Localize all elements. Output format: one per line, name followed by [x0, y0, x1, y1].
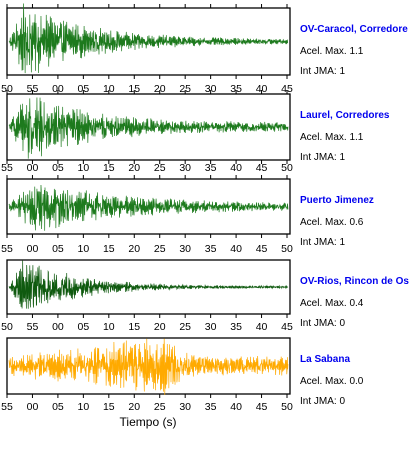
jma-intensity-label: Int JMA: 0 — [300, 396, 345, 407]
panel-4: 50 55 00 05 10 15 20 25 30 35 40 45 OV-Rios, Rincon … — [1, 259, 409, 333]
panel-frame — [6, 93, 291, 161]
jma-intensity-label: Int JMA: 0 — [300, 318, 345, 329]
x-tick-label: 40 — [230, 162, 242, 174]
panels-group: 50 55 00 05 10 15 20 25 30 35 40 45 OV-Caracol, Corr… — [1, 3, 409, 413]
x-tick-label: 30 — [205, 321, 217, 333]
x-tick-label: 40 — [230, 243, 242, 255]
panel-3: 55 00 05 10 15 20 25 30 35 40 45 50 Puerto Jimenez Ac… — [1, 175, 374, 255]
waveform-line — [8, 3, 289, 74]
x-tick-label: 35 — [230, 321, 242, 333]
x-tick-label: 05 — [52, 243, 64, 255]
x-tick-label: 25 — [179, 321, 191, 333]
x-tick-label: 00 — [27, 243, 39, 255]
x-tick-label: 10 — [78, 162, 90, 174]
x-tick-label: 00 — [52, 321, 64, 333]
x-tick-label: 05 — [52, 401, 64, 413]
max-accel-label: Acel. Max. 1.1 — [300, 46, 364, 57]
x-tick-label: 50 — [1, 321, 13, 333]
x-tick-label: 55 — [27, 321, 39, 333]
x-axis-title: Tiempo (s) — [120, 415, 177, 429]
x-tick-label: 50 — [281, 243, 293, 255]
x-tick-label: 05 — [52, 162, 64, 174]
x-tick-label: 15 — [103, 162, 115, 174]
station-name: OV-Rios, Rincon de Os — [300, 276, 409, 287]
panel-5: 55 00 05 10 15 20 25 30 35 40 45 50 La Sabana Acel. M… — [1, 337, 364, 413]
x-tick-label: 15 — [128, 321, 140, 333]
jma-intensity-label: Int JMA: 1 — [300, 237, 345, 248]
x-tick-label: 20 — [128, 162, 140, 174]
x-tick-label: 55 — [1, 243, 13, 255]
x-tick-label: 20 — [128, 401, 140, 413]
x-tick-label: 10 — [103, 321, 115, 333]
x-tick-label: 45 — [256, 162, 268, 174]
x-tick-label: 40 — [256, 83, 268, 95]
max-accel-label: Acel. Max. 1.1 — [300, 132, 364, 143]
x-tick-label: 30 — [179, 162, 191, 174]
x-tick-label: 15 — [128, 83, 140, 95]
x-tick-label: 10 — [78, 243, 90, 255]
x-tick-label: 15 — [103, 401, 115, 413]
panel-frame — [6, 178, 291, 235]
x-tick-label: 25 — [179, 83, 191, 95]
station-name: OV-Caracol, Corredore — [300, 24, 408, 35]
x-tick-label: 15 — [103, 243, 115, 255]
max-accel-label: Acel. Max. 0.0 — [300, 376, 364, 387]
x-tick-label: 55 — [27, 83, 39, 95]
panel-2: 55 00 05 10 15 20 25 30 35 40 45 50 Laurel, Corredor… — [1, 90, 390, 174]
x-tick-label: 20 — [154, 321, 166, 333]
x-tick-label: 40 — [230, 401, 242, 413]
x-tick-label: 55 — [1, 162, 13, 174]
panel-frame — [6, 7, 291, 76]
x-tick-label: 50 — [281, 162, 293, 174]
max-accel-label: Acel. Max. 0.4 — [300, 298, 364, 309]
x-tick-label: 30 — [179, 401, 191, 413]
x-tick-label: 00 — [52, 83, 64, 95]
panel-frame — [6, 337, 291, 395]
station-name: Puerto Jimenez — [300, 195, 374, 206]
x-tick-label: 45 — [256, 401, 268, 413]
x-tick-label: 35 — [205, 243, 217, 255]
x-tick-label: 00 — [27, 162, 39, 174]
x-tick-label: 20 — [154, 83, 166, 95]
x-tick-label: 35 — [230, 83, 242, 95]
x-tick-label: 25 — [154, 162, 166, 174]
x-tick-label: 10 — [78, 401, 90, 413]
jma-intensity-label: Int JMA: 1 — [300, 66, 345, 77]
x-tick-label: 45 — [256, 243, 268, 255]
x-tick-label: 00 — [27, 401, 39, 413]
x-tick-label: 55 — [1, 401, 13, 413]
waveform-line — [8, 338, 289, 395]
waveform-line — [8, 184, 289, 231]
x-tick-label: 40 — [256, 321, 268, 333]
x-tick-label: 50 — [1, 83, 13, 95]
x-tick-label: 05 — [78, 321, 90, 333]
x-tick-label: 50 — [281, 401, 293, 413]
x-tick-label: 05 — [78, 83, 90, 95]
waveform-line — [8, 97, 289, 159]
panel-1: 50 55 00 05 10 15 20 25 30 35 40 45 OV-Caracol, Corr… — [1, 3, 408, 95]
x-tick-label: 35 — [205, 162, 217, 174]
panel-frame — [6, 259, 291, 315]
station-name: Laurel, Corredores — [300, 110, 390, 121]
waveform-line — [8, 260, 289, 309]
jma-intensity-label: Int JMA: 1 — [300, 152, 345, 163]
x-tick-label: 30 — [179, 243, 191, 255]
x-tick-label: 35 — [205, 401, 217, 413]
x-tick-label: 30 — [205, 83, 217, 95]
x-tick-label: 45 — [281, 83, 293, 95]
x-tick-label: 10 — [103, 83, 115, 95]
x-tick-label: 25 — [154, 243, 166, 255]
x-tick-label: 20 — [128, 243, 140, 255]
x-tick-label: 45 — [281, 321, 293, 333]
max-accel-label: Acel. Max. 0.6 — [300, 217, 364, 228]
station-name: La Sabana — [300, 354, 350, 365]
x-tick-label: 25 — [154, 401, 166, 413]
